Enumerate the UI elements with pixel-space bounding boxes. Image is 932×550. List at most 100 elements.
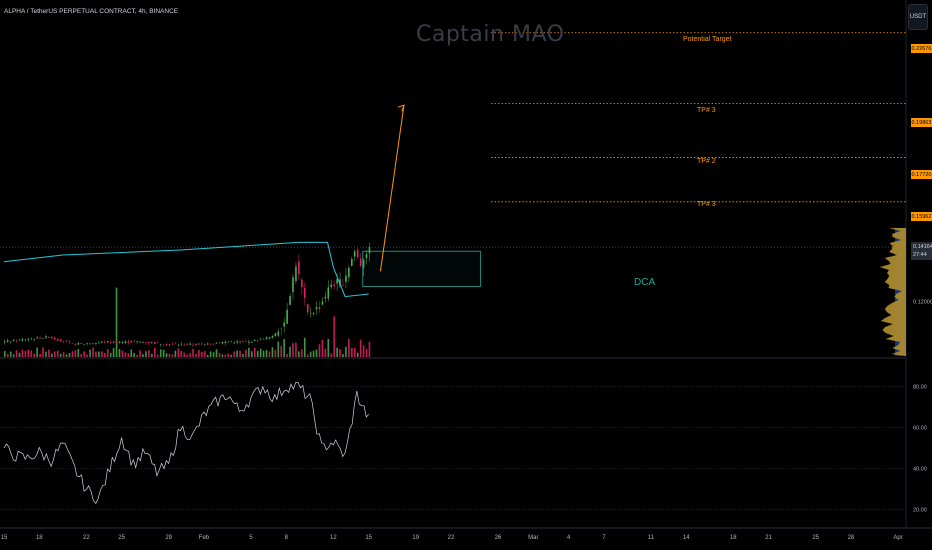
- candle-body: [118, 341, 121, 343]
- volume-bar: [280, 345, 283, 357]
- time-axis-label-19: 21: [765, 535, 772, 541]
- volume-bar: [342, 353, 344, 357]
- time-axis-label-18: 18: [730, 535, 737, 541]
- candle-body: [215, 342, 218, 344]
- volume-bar: [165, 353, 168, 357]
- time-axis-label-12: 26: [495, 535, 502, 541]
- volume-bar: [48, 349, 50, 357]
- volume-bar: [336, 347, 338, 357]
- level-label-tp3-upper: TP# 3: [697, 107, 716, 114]
- candle-body: [83, 343, 86, 345]
- volume-bar: [289, 346, 291, 357]
- volume-bar: [148, 350, 150, 357]
- volume-bar: [233, 351, 235, 357]
- volume-bar: [159, 349, 162, 357]
- volume-bar: [298, 351, 300, 357]
- volume-bar: [309, 351, 312, 357]
- volume-bar: [224, 354, 227, 357]
- candle-body: [271, 335, 274, 338]
- volume-bar: [98, 351, 100, 357]
- rsi-axis-label-3: 20.00: [913, 508, 927, 514]
- candle-body: [56, 338, 59, 341]
- candle-body: [139, 341, 141, 343]
- time-axis-label-5: Feb: [199, 535, 210, 541]
- candle-body: [348, 267, 350, 278]
- volume-bar: [24, 351, 27, 357]
- candle-body: [236, 341, 238, 343]
- volume-bar: [45, 351, 47, 357]
- candle-body: [262, 338, 265, 340]
- time-axis-label-22: Apr: [893, 535, 902, 541]
- candle-body: [39, 338, 41, 339]
- time-axis-label-16: 11: [648, 535, 655, 541]
- candle-body: [4, 341, 6, 343]
- time-axis-label-10: 19: [412, 535, 419, 541]
- volume-bar: [295, 342, 297, 357]
- volume-bar: [271, 347, 274, 357]
- volume-bar: [71, 351, 74, 357]
- volume-bar: [39, 354, 41, 357]
- volume-bar: [171, 354, 174, 357]
- volume-bar: [283, 339, 285, 357]
- price-tag-tp2: 0.17720: [911, 170, 932, 179]
- candle-body: [289, 295, 291, 305]
- candle-body: [362, 259, 365, 268]
- candle-body: [353, 251, 356, 257]
- currency-button[interactable]: USDT: [908, 4, 928, 30]
- volume-bar: [30, 350, 33, 357]
- candle-body: [306, 303, 309, 313]
- candle-body: [71, 343, 74, 344]
- time-axis-label-20: 25: [812, 535, 819, 541]
- candle-body: [145, 341, 147, 343]
- volume-bar: [242, 354, 244, 357]
- volume-bar: [51, 353, 53, 357]
- candle-body: [230, 341, 233, 342]
- price-tag-tp3-lower: 0.15962: [911, 212, 932, 221]
- volume-bar: [62, 352, 65, 357]
- candle-body: [265, 337, 268, 340]
- candle-body: [183, 344, 185, 346]
- volume-bar: [368, 341, 371, 357]
- candle-body: [209, 344, 212, 345]
- volume-bar: [209, 351, 212, 357]
- candle-body: [27, 339, 30, 341]
- candle-body: [68, 341, 71, 343]
- volume-bar: [227, 353, 230, 357]
- candle-body: [33, 339, 36, 340]
- candle-body: [321, 301, 324, 305]
- volume-bar: [183, 352, 185, 357]
- volume-bar: [15, 350, 18, 357]
- volume-bar: [142, 354, 144, 357]
- candle-body: [65, 340, 68, 342]
- candle-body: [86, 343, 88, 344]
- volume-bar: [109, 352, 112, 357]
- volume-bar: [101, 351, 103, 357]
- candle-body: [295, 266, 297, 282]
- candle-body: [92, 343, 94, 344]
- volume-bar: [351, 347, 353, 357]
- symbol-title: ALPHA / TetherUS PERPETUAL CONTRACT, 4h,…: [4, 8, 179, 15]
- candle-body: [189, 343, 191, 345]
- level-label-tp2: TP# 2: [697, 158, 716, 165]
- candle-body: [98, 342, 100, 344]
- volume-bar: [33, 353, 36, 357]
- candle-body: [315, 306, 318, 310]
- candle-body: [277, 331, 280, 336]
- candle-body: [301, 279, 303, 288]
- volume-bar: [189, 353, 191, 357]
- volume-bar: [9, 351, 12, 357]
- volume-bar: [262, 350, 265, 357]
- candle-body: [198, 343, 200, 345]
- volume-bar: [265, 349, 268, 357]
- volume-bar: [162, 349, 165, 357]
- candle-body: [227, 341, 230, 343]
- volume-bar: [42, 347, 44, 357]
- candle-body: [62, 341, 65, 343]
- current-price-label: 0.14164: [913, 244, 932, 250]
- dca-label: DCA: [634, 277, 656, 288]
- candle-body: [274, 333, 277, 337]
- volume-bar: [333, 316, 335, 357]
- time-axis-label-14: 4: [567, 535, 571, 541]
- candle-body: [6, 340, 9, 342]
